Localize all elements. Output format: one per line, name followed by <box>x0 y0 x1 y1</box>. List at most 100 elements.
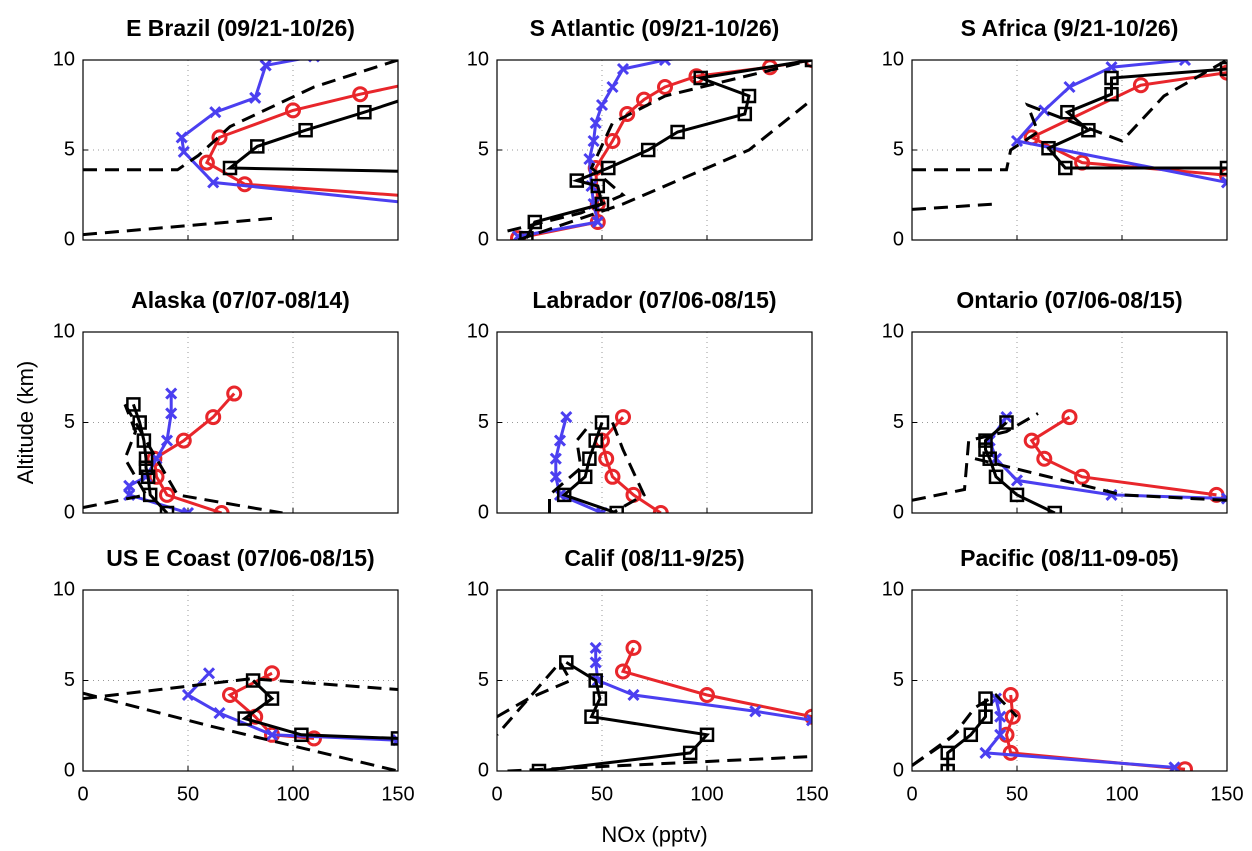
y-tick-label: 0 <box>64 759 75 781</box>
y-tick-label: 10 <box>467 320 489 342</box>
y-tick-label: 10 <box>882 320 904 342</box>
panel-title: Ontario (07/06-08/15) <box>956 287 1182 313</box>
panel-title: Alaska (07/07-08/14) <box>131 287 350 313</box>
marker <box>556 487 572 503</box>
profile-line <box>225 99 398 173</box>
marker <box>682 745 698 761</box>
y-tick-label: 10 <box>53 48 75 70</box>
marker <box>604 133 621 149</box>
y-tick-label: 0 <box>478 228 489 250</box>
y-tick-label: 0 <box>893 501 904 523</box>
marker <box>209 106 222 119</box>
marker <box>560 411 573 424</box>
marker <box>357 104 372 120</box>
marker <box>237 711 252 726</box>
y-tick-label: 0 <box>64 228 75 250</box>
marker <box>640 142 656 158</box>
marker <box>126 397 141 412</box>
marker <box>165 387 178 400</box>
marker <box>1074 468 1091 485</box>
y-tick-label: 5 <box>64 411 75 433</box>
marker <box>1010 474 1024 487</box>
marker <box>601 160 616 176</box>
marker <box>138 460 154 475</box>
profile-line <box>594 647 812 722</box>
marker <box>940 745 955 761</box>
x-tick-label: 100 <box>690 783 723 805</box>
marker <box>594 415 610 430</box>
range-line <box>517 98 812 240</box>
range-line <box>497 659 573 736</box>
marker <box>1219 61 1227 77</box>
marker <box>1220 176 1227 189</box>
y-tick-label: 5 <box>64 669 75 691</box>
y-tick-label: 0 <box>478 759 489 781</box>
marker <box>749 705 762 718</box>
marker <box>1104 70 1119 86</box>
profile-line <box>984 421 1056 513</box>
panel-title: Calif (08/11-9/25) <box>564 545 744 571</box>
marker <box>211 129 228 146</box>
y-tick-label: 5 <box>478 138 489 160</box>
marker <box>1010 134 1024 148</box>
marker <box>805 714 812 727</box>
marker <box>1104 86 1119 102</box>
marker <box>699 686 715 703</box>
marker <box>577 469 593 485</box>
marker <box>978 433 993 448</box>
marker <box>1063 80 1076 94</box>
plot-content <box>912 686 1193 771</box>
profile-line <box>525 60 812 239</box>
range-line <box>507 60 812 233</box>
plot-content <box>83 385 283 513</box>
panel-title: S Atlantic (09/21-10/26) <box>530 15 780 41</box>
plot-content <box>507 60 812 240</box>
marker <box>285 102 301 119</box>
marker <box>978 709 993 724</box>
plot-content <box>83 60 398 237</box>
panel-title: Pacific (08/11-09-05) <box>960 545 1179 571</box>
marker <box>249 91 262 104</box>
plot-frame <box>911 331 1228 514</box>
x-tick-label: 150 <box>1210 783 1243 805</box>
x-tick-label: 150 <box>381 783 414 805</box>
marker <box>693 70 708 86</box>
marker <box>159 505 175 513</box>
range-line <box>912 724 966 767</box>
marker <box>999 415 1014 430</box>
profile-line <box>561 422 618 513</box>
plot-content <box>548 409 669 513</box>
plot-frame <box>496 59 813 241</box>
marker <box>615 409 631 426</box>
y-axis-label: Altitude (km) <box>13 361 38 484</box>
marker <box>1219 160 1227 176</box>
marker <box>259 60 272 72</box>
marker <box>148 468 165 485</box>
marker <box>589 656 602 669</box>
marker <box>198 154 215 171</box>
marker <box>670 124 685 140</box>
marker <box>652 505 669 513</box>
y-tick-label: 10 <box>882 48 904 70</box>
marker <box>595 98 609 112</box>
plot-content <box>497 639 812 771</box>
marker <box>175 432 192 449</box>
x-tick-label: 150 <box>795 783 828 805</box>
marker <box>1041 140 1056 156</box>
plot-frame <box>496 331 813 514</box>
marker <box>804 708 812 725</box>
range-line <box>123 403 283 513</box>
marker <box>390 731 398 746</box>
marker <box>159 486 175 503</box>
range-line <box>83 60 398 172</box>
x-tick-label: 50 <box>177 783 199 805</box>
marker <box>222 160 238 176</box>
panel-title: Labrador (07/06-08/15) <box>532 287 776 313</box>
marker <box>264 691 280 706</box>
y-tick-label: 0 <box>893 759 904 781</box>
profile-line <box>131 403 169 513</box>
marker <box>988 469 1004 485</box>
marker <box>553 488 567 501</box>
marker <box>598 450 615 467</box>
